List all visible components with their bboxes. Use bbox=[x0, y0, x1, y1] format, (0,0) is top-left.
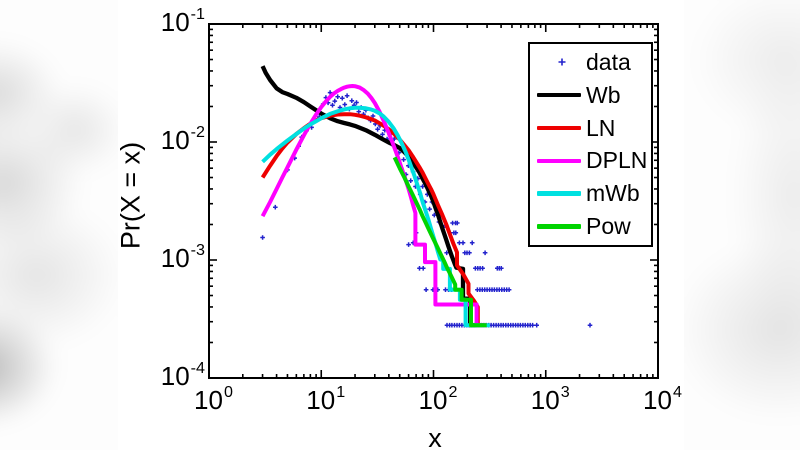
legend-line-sample-ln bbox=[537, 125, 581, 131]
series-curve-wb bbox=[260, 65, 484, 328]
legend-plus-marker-icon bbox=[558, 58, 566, 66]
legend-label-mwb: mWb bbox=[586, 180, 640, 207]
legend-entry-dpln: DPLN bbox=[530, 145, 651, 177]
legend-swatch-ln bbox=[537, 125, 585, 131]
legend-entry-data: data bbox=[530, 46, 651, 78]
series-curve-pow bbox=[392, 156, 487, 328]
legend-swatch-pow bbox=[537, 224, 585, 229]
background-blur-right bbox=[684, 0, 800, 450]
legend-swatch-data bbox=[537, 55, 585, 69]
legend-label-dpln: DPLN bbox=[586, 147, 648, 174]
legend-line-sample-pow bbox=[537, 224, 581, 229]
legend-swatch-dpln bbox=[537, 158, 585, 164]
legend-entry-mwb: mWb bbox=[530, 178, 651, 210]
legend-line-sample-mwb bbox=[537, 191, 581, 196]
legend-label-pow: Pow bbox=[586, 213, 631, 240]
axis-ticks bbox=[208, 23, 659, 379]
legend-swatch-mwb bbox=[537, 191, 585, 196]
legend-line-sample-wb bbox=[537, 92, 581, 98]
background-blob-texture-right bbox=[684, 0, 800, 450]
legend-line-sample-dpln bbox=[537, 158, 581, 164]
legend-entry-wb: Wb bbox=[530, 79, 651, 111]
legend-label-wb: Wb bbox=[586, 81, 621, 108]
legend-swatch-wb bbox=[537, 92, 585, 98]
background-blur-left bbox=[0, 0, 118, 450]
legend-entry-pow: Pow bbox=[530, 211, 651, 243]
legend: data Wb LN DPLN mWb Pow bbox=[528, 42, 653, 247]
legend-label-data: data bbox=[586, 48, 631, 75]
series-curve-mwb bbox=[261, 105, 490, 328]
background-blob-texture-left bbox=[0, 0, 118, 450]
legend-entry-ln: LN bbox=[530, 112, 651, 144]
y-axis-label: Pr(X = x) bbox=[115, 141, 146, 250]
legend-label-ln: LN bbox=[586, 114, 616, 141]
x-axis-label: x bbox=[428, 423, 442, 453]
